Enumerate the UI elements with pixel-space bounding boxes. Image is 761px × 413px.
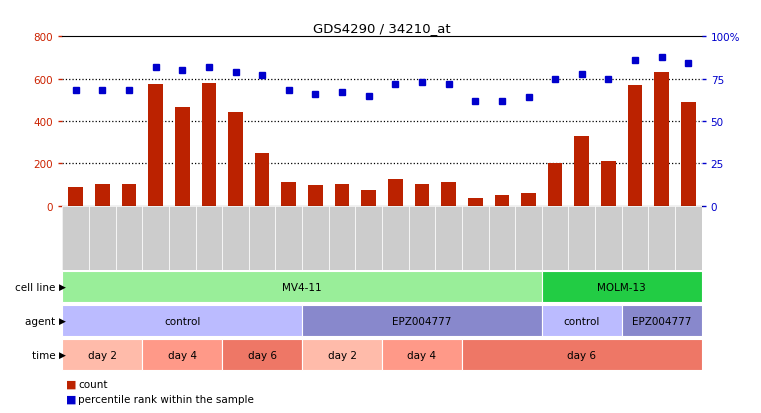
Text: control: control (564, 316, 600, 326)
Bar (622, 206, 648, 270)
Text: EPZ004777: EPZ004777 (392, 316, 452, 326)
FancyBboxPatch shape (542, 272, 702, 302)
Bar (568, 206, 595, 270)
Bar (681, 102, 696, 206)
Bar (521, 193, 536, 206)
FancyBboxPatch shape (62, 272, 542, 302)
Text: ■: ■ (66, 379, 77, 389)
Bar (148, 85, 163, 206)
Bar (515, 206, 542, 270)
Bar (302, 206, 329, 270)
Bar (335, 185, 349, 206)
Text: time: time (32, 350, 59, 360)
Bar (228, 113, 243, 206)
Text: day 4: day 4 (407, 350, 437, 360)
Text: day 2: day 2 (88, 350, 117, 360)
Bar (468, 198, 482, 206)
Bar (648, 206, 675, 270)
Bar (435, 206, 462, 270)
Text: day 6: day 6 (567, 350, 597, 360)
Text: MOLM-13: MOLM-13 (597, 282, 646, 292)
Text: cell line: cell line (15, 282, 59, 292)
FancyBboxPatch shape (302, 339, 382, 370)
Bar (675, 206, 702, 270)
Text: count: count (78, 379, 108, 389)
Bar (628, 86, 642, 206)
Bar (355, 206, 382, 270)
Text: day 4: day 4 (167, 350, 197, 360)
Bar (142, 206, 169, 270)
Bar (308, 186, 323, 206)
Bar (249, 206, 275, 270)
Bar (542, 206, 568, 270)
Text: day 6: day 6 (247, 350, 277, 360)
Bar (329, 206, 355, 270)
Bar (388, 180, 403, 206)
Bar (175, 108, 189, 206)
Text: GDS4290 / 34210_at: GDS4290 / 34210_at (314, 22, 451, 35)
Bar (122, 185, 136, 206)
FancyBboxPatch shape (302, 306, 542, 336)
FancyBboxPatch shape (382, 339, 462, 370)
FancyBboxPatch shape (62, 306, 302, 336)
Text: ▶: ▶ (59, 316, 65, 325)
Bar (202, 83, 216, 206)
Bar (196, 206, 222, 270)
Bar (275, 206, 302, 270)
Bar (222, 206, 249, 270)
Bar (601, 162, 616, 206)
Bar (282, 183, 296, 206)
Bar (361, 190, 376, 206)
Text: ▶: ▶ (59, 350, 65, 359)
FancyBboxPatch shape (142, 339, 222, 370)
Bar (169, 206, 196, 270)
Text: agent: agent (25, 316, 59, 326)
Text: day 2: day 2 (327, 350, 357, 360)
Text: ▶: ▶ (59, 282, 65, 292)
Text: EPZ004777: EPZ004777 (632, 316, 692, 326)
Text: control: control (164, 316, 200, 326)
Bar (255, 154, 269, 206)
Bar (116, 206, 142, 270)
Bar (441, 183, 456, 206)
FancyBboxPatch shape (222, 339, 302, 370)
Bar (68, 187, 83, 206)
Bar (489, 206, 515, 270)
Text: MV4-11: MV4-11 (282, 282, 322, 292)
Bar (575, 136, 589, 206)
FancyBboxPatch shape (462, 339, 702, 370)
Bar (548, 164, 562, 206)
Text: percentile rank within the sample: percentile rank within the sample (78, 394, 254, 404)
FancyBboxPatch shape (62, 339, 142, 370)
Bar (495, 196, 509, 206)
FancyBboxPatch shape (542, 306, 622, 336)
Bar (462, 206, 489, 270)
Bar (89, 206, 116, 270)
Bar (409, 206, 435, 270)
Bar (95, 185, 110, 206)
Bar (415, 185, 429, 206)
FancyBboxPatch shape (622, 306, 702, 336)
Bar (654, 73, 669, 206)
Bar (382, 206, 409, 270)
Bar (595, 206, 622, 270)
Bar (62, 206, 89, 270)
Text: ■: ■ (66, 394, 77, 404)
